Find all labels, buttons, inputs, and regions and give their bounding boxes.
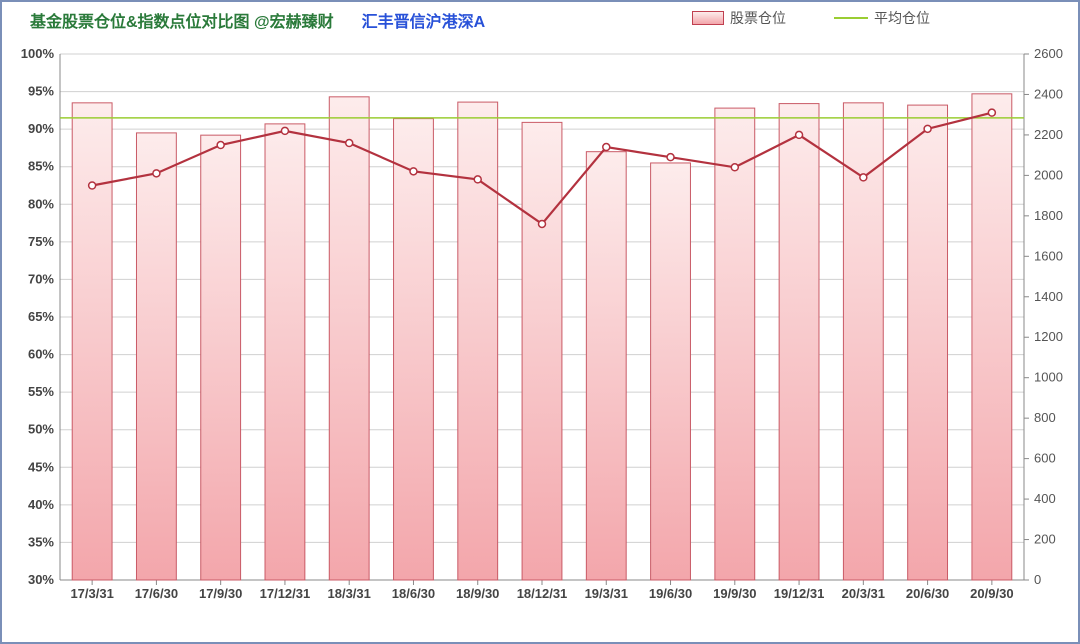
y-left-tick: 35% [28, 534, 54, 549]
x-tick-label: 20/9/30 [970, 586, 1013, 601]
chart-svg: 30%35%40%45%50%55%60%65%70%75%80%85%90%9… [60, 50, 1024, 604]
y-left-tick: 85% [28, 159, 54, 174]
index-marker [346, 140, 353, 147]
index-marker [796, 131, 803, 138]
y-left-tick: 70% [28, 271, 54, 286]
bar [201, 135, 241, 580]
bar [779, 104, 819, 580]
legend-line: 平均仓位 [834, 8, 930, 28]
chart-container: 基金股票仓位&指数点位对比图 @宏赫臻财 汇丰晋信沪港深A 股票仓位 平均仓位 … [0, 0, 1080, 644]
index-marker [539, 220, 546, 227]
x-tick-label: 17/3/31 [70, 586, 113, 601]
y-left-tick: 30% [28, 572, 54, 587]
y-left-tick: 55% [28, 384, 54, 399]
index-marker [281, 127, 288, 134]
legend-line-label: 平均仓位 [874, 8, 930, 28]
y-right-tick: 800 [1034, 410, 1056, 425]
y-left-tick: 90% [28, 121, 54, 136]
legend-bar-swatch [692, 11, 724, 25]
x-tick-label: 19/12/31 [774, 586, 825, 601]
x-tick-label: 18/9/30 [456, 586, 499, 601]
legend: 股票仓位 平均仓位 [692, 8, 930, 28]
x-tick-label: 19/3/31 [585, 586, 628, 601]
bar [586, 152, 626, 580]
bar [394, 119, 434, 580]
index-marker [217, 142, 224, 149]
bar [715, 108, 755, 580]
y-left-tick: 65% [28, 309, 54, 324]
y-right-tick: 0 [1034, 572, 1041, 587]
index-marker [860, 174, 867, 181]
x-tick-label: 17/12/31 [260, 586, 311, 601]
x-tick-label: 20/6/30 [906, 586, 949, 601]
y-left-tick: 95% [28, 84, 54, 99]
y-left-tick: 75% [28, 234, 54, 249]
y-right-tick: 2000 [1034, 167, 1063, 182]
y-right-tick: 1000 [1034, 370, 1063, 385]
title-row: 基金股票仓位&指数点位对比图 @宏赫臻财 汇丰晋信沪港深A 股票仓位 平均仓位 [30, 8, 1050, 32]
x-tick-label: 19/6/30 [649, 586, 692, 601]
chart-title-main: 基金股票仓位&指数点位对比图 @宏赫臻财 [30, 8, 334, 32]
y-right-tick: 600 [1034, 451, 1056, 466]
bar [972, 94, 1012, 580]
x-tick-label: 18/12/31 [517, 586, 568, 601]
bar [329, 97, 369, 580]
chart-title-sub: 汇丰晋信沪港深A [362, 8, 486, 32]
y-left-tick: 80% [28, 196, 54, 211]
y-left-tick: 50% [28, 422, 54, 437]
bar [72, 103, 112, 580]
bar [522, 122, 562, 580]
legend-line-swatch [834, 17, 868, 19]
y-right-tick: 2400 [1034, 86, 1063, 101]
index-marker [153, 170, 160, 177]
bar [265, 124, 305, 580]
index-marker [988, 109, 995, 116]
y-right-tick: 200 [1034, 532, 1056, 547]
y-right-tick: 1600 [1034, 248, 1063, 263]
y-right-tick: 1800 [1034, 208, 1063, 223]
x-tick-label: 18/3/31 [328, 586, 371, 601]
y-right-tick: 2200 [1034, 127, 1063, 142]
bar [908, 105, 948, 580]
y-left-tick: 40% [28, 497, 54, 512]
index-marker [924, 125, 931, 132]
index-marker [410, 168, 417, 175]
y-left-tick: 60% [28, 347, 54, 362]
bar [651, 163, 691, 580]
y-right-tick: 1400 [1034, 289, 1063, 304]
y-right-tick: 2600 [1034, 46, 1063, 61]
x-tick-label: 19/9/30 [713, 586, 756, 601]
x-tick-label: 20/3/31 [842, 586, 885, 601]
index-marker [603, 144, 610, 151]
legend-bar-label: 股票仓位 [730, 8, 786, 28]
y-left-tick: 45% [28, 459, 54, 474]
legend-bar: 股票仓位 [692, 8, 786, 28]
index-marker [667, 154, 674, 161]
x-tick-label: 17/6/30 [135, 586, 178, 601]
index-marker [474, 176, 481, 183]
y-right-tick: 400 [1034, 491, 1056, 506]
y-right-tick: 1200 [1034, 329, 1063, 344]
index-marker [89, 182, 96, 189]
bar [136, 133, 176, 580]
index-marker [731, 164, 738, 171]
x-tick-label: 17/9/30 [199, 586, 242, 601]
bar [458, 102, 498, 580]
y-left-tick: 100% [21, 46, 55, 61]
plot-area: 30%35%40%45%50%55%60%65%70%75%80%85%90%9… [60, 50, 1020, 600]
x-tick-label: 18/6/30 [392, 586, 435, 601]
